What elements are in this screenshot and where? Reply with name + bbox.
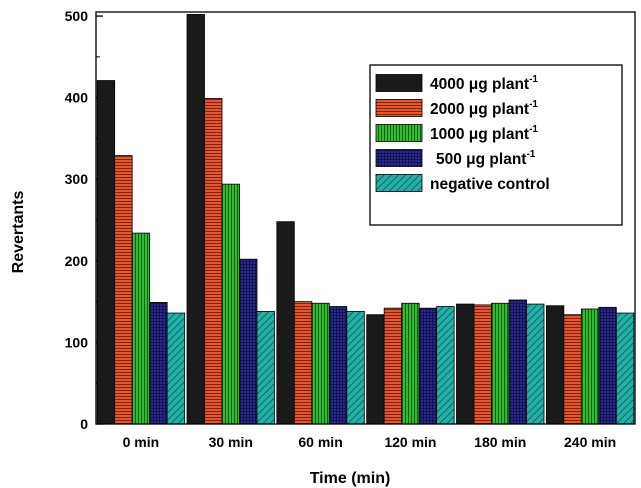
legend-box	[369, 64, 623, 226]
bar	[149, 302, 168, 425]
x-tick-label: 120 min	[384, 434, 436, 450]
bar	[456, 303, 475, 425]
legend-swatch	[375, 149, 423, 167]
bar	[580, 308, 600, 425]
bar	[366, 314, 385, 425]
legend-swatch	[375, 124, 423, 142]
bar	[526, 303, 545, 425]
legend-swatch	[375, 99, 423, 117]
x-axis-title: Time (min)	[310, 470, 391, 487]
legend-label: negative control	[430, 176, 550, 193]
bar	[401, 302, 420, 425]
bar	[346, 311, 365, 425]
bar	[276, 221, 295, 425]
legend-label: 1000 μg plant-1	[430, 124, 538, 143]
bar	[563, 314, 582, 425]
plot-frame	[95, 11, 636, 425]
legend: 4000 μg plant-1 2000 μg plant-1 1000 μg pl…	[369, 64, 623, 226]
legend-item: 500 μg plant-1	[375, 149, 536, 168]
y-tick-label: 200	[65, 253, 89, 269]
bar	[166, 312, 186, 425]
legend-item: negative control	[375, 174, 550, 193]
bar	[598, 306, 617, 425]
y-axis-title: Revertants	[10, 191, 27, 274]
bar	[131, 232, 151, 425]
legend-item: 1000 μg plant-1	[375, 124, 538, 143]
bar	[436, 306, 455, 425]
bar	[615, 312, 635, 425]
bar	[186, 14, 205, 425]
x-tick-label: 0 min	[123, 434, 160, 450]
x-tick-label: 240 min	[564, 434, 616, 450]
bar	[328, 306, 348, 425]
y-tick-label: 500	[65, 8, 89, 24]
bar	[256, 311, 275, 425]
x-tick-label: 180 min	[474, 434, 526, 450]
legend-item: 2000 μg plant-1	[375, 99, 538, 118]
bar	[418, 307, 438, 425]
legend-swatch	[375, 174, 423, 192]
y-tick-label: 300	[65, 171, 89, 187]
bar	[473, 304, 492, 425]
y-tick-label: 400	[65, 90, 89, 106]
bar	[221, 183, 240, 425]
bar	[239, 258, 258, 425]
bar	[491, 302, 510, 425]
bar	[311, 302, 330, 425]
bar	[545, 305, 565, 425]
bar	[293, 301, 313, 425]
y-tick-label: 0	[80, 416, 88, 432]
bar	[383, 307, 403, 425]
bar	[508, 299, 527, 425]
y-tick-label: 100	[65, 334, 89, 350]
bar	[114, 155, 133, 425]
legend-label: 500 μg plant-1	[436, 149, 536, 168]
legend-label: 2000 μg plant-1	[430, 99, 538, 118]
x-tick-label: 60 min	[298, 434, 342, 450]
x-tick-label: 30 min	[209, 434, 253, 450]
legend-label: 4000 μg plant-1	[430, 74, 538, 93]
bar	[96, 80, 116, 425]
legend-item: 4000 μg plant-1	[375, 74, 538, 93]
legend-swatch	[375, 74, 423, 92]
bar	[204, 98, 223, 425]
